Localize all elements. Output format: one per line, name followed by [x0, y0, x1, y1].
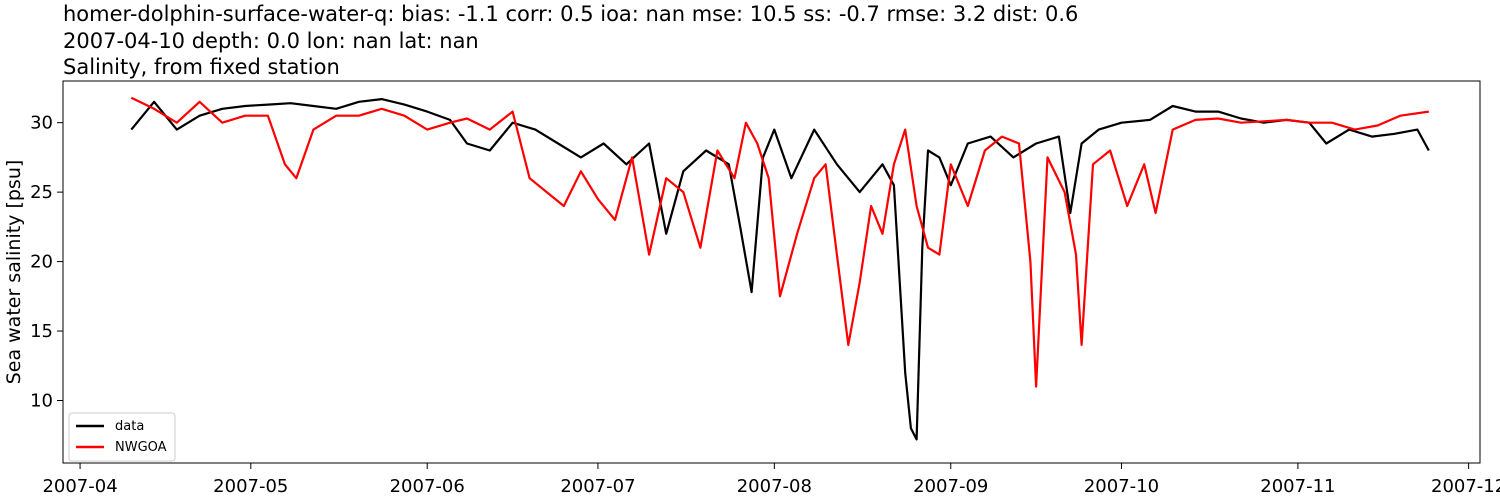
- x-axis: 2007-04 2007-05 2007-06 2007-07 2007-08 2007-…: [42, 463, 1500, 497]
- y-tick-label: 30: [30, 113, 53, 134]
- x-tick-label: 2007-06: [390, 476, 465, 497]
- legend-label-nwgoa: NWGOA: [115, 440, 167, 455]
- x-tick-label: 2007-09: [913, 476, 988, 497]
- y-tick-label: 10: [30, 390, 53, 411]
- plot-area-frame: [62, 80, 1481, 464]
- y-tick-label: 15: [30, 321, 53, 342]
- y-tick-label: 25: [30, 182, 53, 203]
- legend: data NWGOA: [68, 412, 176, 462]
- x-tick-label: 2007-07: [560, 476, 635, 497]
- y-axis-label: Sea water salinity [psu]: [3, 160, 25, 385]
- chart-title-line-1: homer-dolphin-surface-water-q: bias: -1.…: [63, 2, 1079, 26]
- x-tick-label: 2007-04: [42, 476, 117, 497]
- y-axis: 10 15 20 25 30: [30, 113, 63, 411]
- x-tick-label: 2007-05: [213, 476, 288, 497]
- chart-title-line-3: Salinity, from fixed station: [63, 55, 340, 79]
- x-tick-label: 2007-10: [1084, 476, 1159, 497]
- series-line-nwgoa: [130, 96, 1429, 388]
- x-tick-label: 2007-12: [1431, 476, 1500, 497]
- x-tick-label: 2007-11: [1260, 476, 1335, 497]
- series-layer: [130, 96, 1430, 441]
- legend-label-data: data: [115, 419, 144, 434]
- chart-title-line-2: 2007-04-10 depth: 0.0 lon: nan lat: nan: [63, 29, 479, 53]
- x-tick-label: 2007-08: [737, 476, 812, 497]
- series-line-data: [130, 98, 1430, 441]
- y-tick-label: 20: [30, 252, 53, 273]
